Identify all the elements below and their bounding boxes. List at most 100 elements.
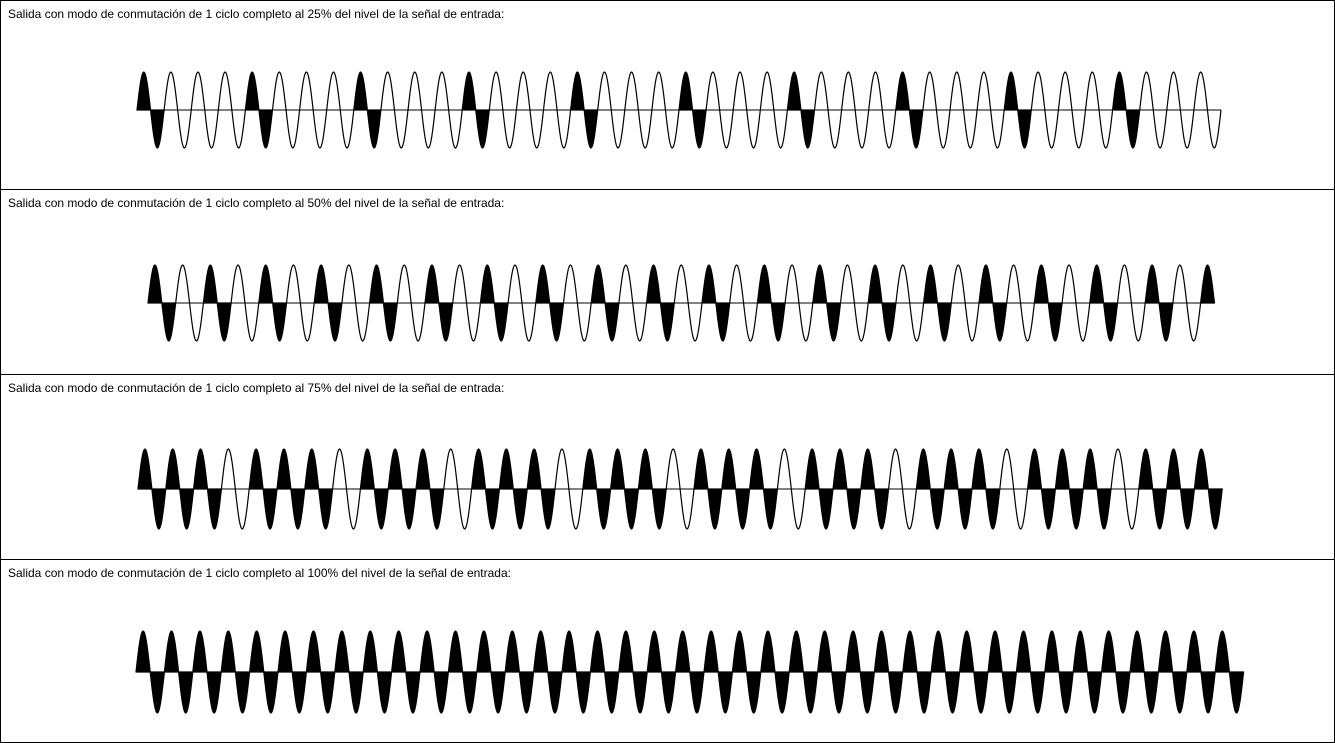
conducting-cycle — [943, 448, 973, 530]
blocked-cycle — [1193, 71, 1222, 149]
conducting-cycle — [817, 630, 847, 714]
conducting-cycle — [353, 71, 382, 149]
conducting-cycle — [915, 448, 945, 530]
blocked-cycle — [341, 264, 371, 342]
conducting-cycle — [675, 630, 705, 714]
blocked-cycle — [175, 264, 204, 342]
conducting-cycle — [832, 448, 862, 530]
conducting-cycle — [369, 264, 398, 342]
panel-caption: Salida con modo de conmutación de 1 cicl… — [8, 196, 505, 210]
conducting-cycle — [1015, 630, 1046, 714]
blocked-cycle — [922, 71, 951, 149]
conducting-cycle — [244, 71, 274, 149]
blocked-cycle — [230, 264, 260, 342]
blocked-cycle — [813, 71, 843, 149]
conducting-cycle — [304, 448, 334, 530]
conducting-cycle — [1166, 448, 1195, 530]
conducting-cycle — [1054, 448, 1084, 530]
conducting-cycle — [1138, 448, 1168, 530]
panel-75-percent: Salida con modo de conmutación de 1 cicl… — [1, 375, 1334, 560]
conducting-cycle — [678, 71, 707, 149]
conducting-cycle — [582, 448, 612, 530]
blocked-cycle — [976, 71, 1005, 149]
panel-100-percent: Salida con modo de conmutación de 1 cicl… — [1, 560, 1334, 742]
blocked-cycle — [1116, 264, 1146, 342]
blocked-cycle — [1030, 71, 1059, 149]
conducting-cycle — [749, 448, 778, 530]
blocked-cycle — [542, 71, 572, 149]
conducting-cycle — [590, 264, 620, 342]
panel-caption: Salida con modo de conmutación de 1 cicl… — [8, 381, 505, 395]
conducting-cycle — [147, 264, 177, 342]
blocked-cycle — [949, 71, 978, 149]
conducting-cycle — [163, 630, 194, 714]
blocked-cycle — [217, 71, 246, 149]
panel-caption: Salida con modo de conmutación de 1 cicl… — [8, 566, 511, 580]
conducting-cycle — [1144, 264, 1174, 342]
conducting-cycle — [504, 630, 535, 714]
conducting-cycle — [526, 448, 556, 530]
conducting-cycle — [277, 630, 307, 714]
blocked-cycle — [271, 71, 301, 149]
blocked-cycle — [507, 264, 537, 342]
conducting-cycle — [535, 264, 565, 342]
conducting-cycle — [760, 630, 790, 714]
conducting-cycle — [1033, 264, 1063, 342]
conducting-cycle — [693, 448, 723, 530]
blocked-cycle — [759, 71, 788, 149]
blocked-cycle — [618, 264, 648, 342]
conducting-cycle — [1193, 448, 1223, 530]
blocked-cycle — [332, 448, 361, 530]
conducting-cycle — [959, 630, 989, 714]
conducting-cycle — [860, 448, 890, 530]
conducting-cycle — [1003, 71, 1032, 149]
conducting-cycle — [1186, 630, 1216, 714]
blocked-cycle — [1110, 448, 1140, 530]
blocked-cycle — [776, 448, 806, 530]
blocked-cycle — [554, 448, 584, 530]
conducting-cycle — [1027, 448, 1056, 530]
conducting-cycle — [804, 448, 834, 530]
conducting-cycle — [731, 630, 762, 714]
conducting-cycle — [646, 264, 675, 342]
waveform-100-percent — [135, 630, 1245, 714]
conducting-cycle — [192, 630, 222, 714]
blocked-cycle — [515, 71, 545, 149]
blocked-cycle — [1006, 264, 1035, 342]
conducting-cycle — [249, 630, 279, 714]
blocked-cycle — [673, 264, 703, 342]
conducting-cycle — [845, 630, 875, 714]
conducting-cycle — [447, 630, 478, 714]
blocked-cycle — [163, 71, 192, 149]
conducting-cycle — [812, 264, 842, 342]
conducting-cycle — [923, 264, 952, 342]
blocked-cycle — [784, 264, 814, 342]
conducting-cycle — [471, 448, 500, 530]
conducting-cycle — [202, 264, 232, 342]
waveform-50-percent — [147, 264, 1216, 342]
panel-25-percent: Salida con modo de conmutación de 1 cicl… — [1, 1, 1334, 190]
conducting-cycle — [424, 264, 454, 342]
conducting-cycle — [610, 448, 639, 530]
blocked-cycle — [729, 264, 758, 342]
conducting-cycle — [391, 630, 421, 714]
conducting-cycle — [1157, 630, 1188, 714]
conducting-cycle — [220, 630, 251, 714]
blocked-cycle — [1139, 71, 1168, 149]
blocked-cycle — [950, 264, 980, 342]
blocked-cycle — [1084, 71, 1114, 149]
conducting-cycle — [1082, 448, 1112, 530]
conducting-cycle — [589, 630, 620, 714]
conducting-cycle — [721, 448, 751, 530]
conducting-cycle — [1214, 630, 1245, 714]
conducting-cycle — [136, 71, 165, 149]
conducting-cycle — [978, 264, 1008, 342]
conducting-cycle — [533, 630, 563, 714]
conducting-cycle — [786, 71, 816, 149]
conducting-cycle — [646, 630, 677, 714]
conducting-cycle — [387, 448, 417, 530]
conducting-cycle — [987, 630, 1017, 714]
conducting-cycle — [788, 630, 819, 714]
blocked-cycle — [839, 264, 869, 342]
